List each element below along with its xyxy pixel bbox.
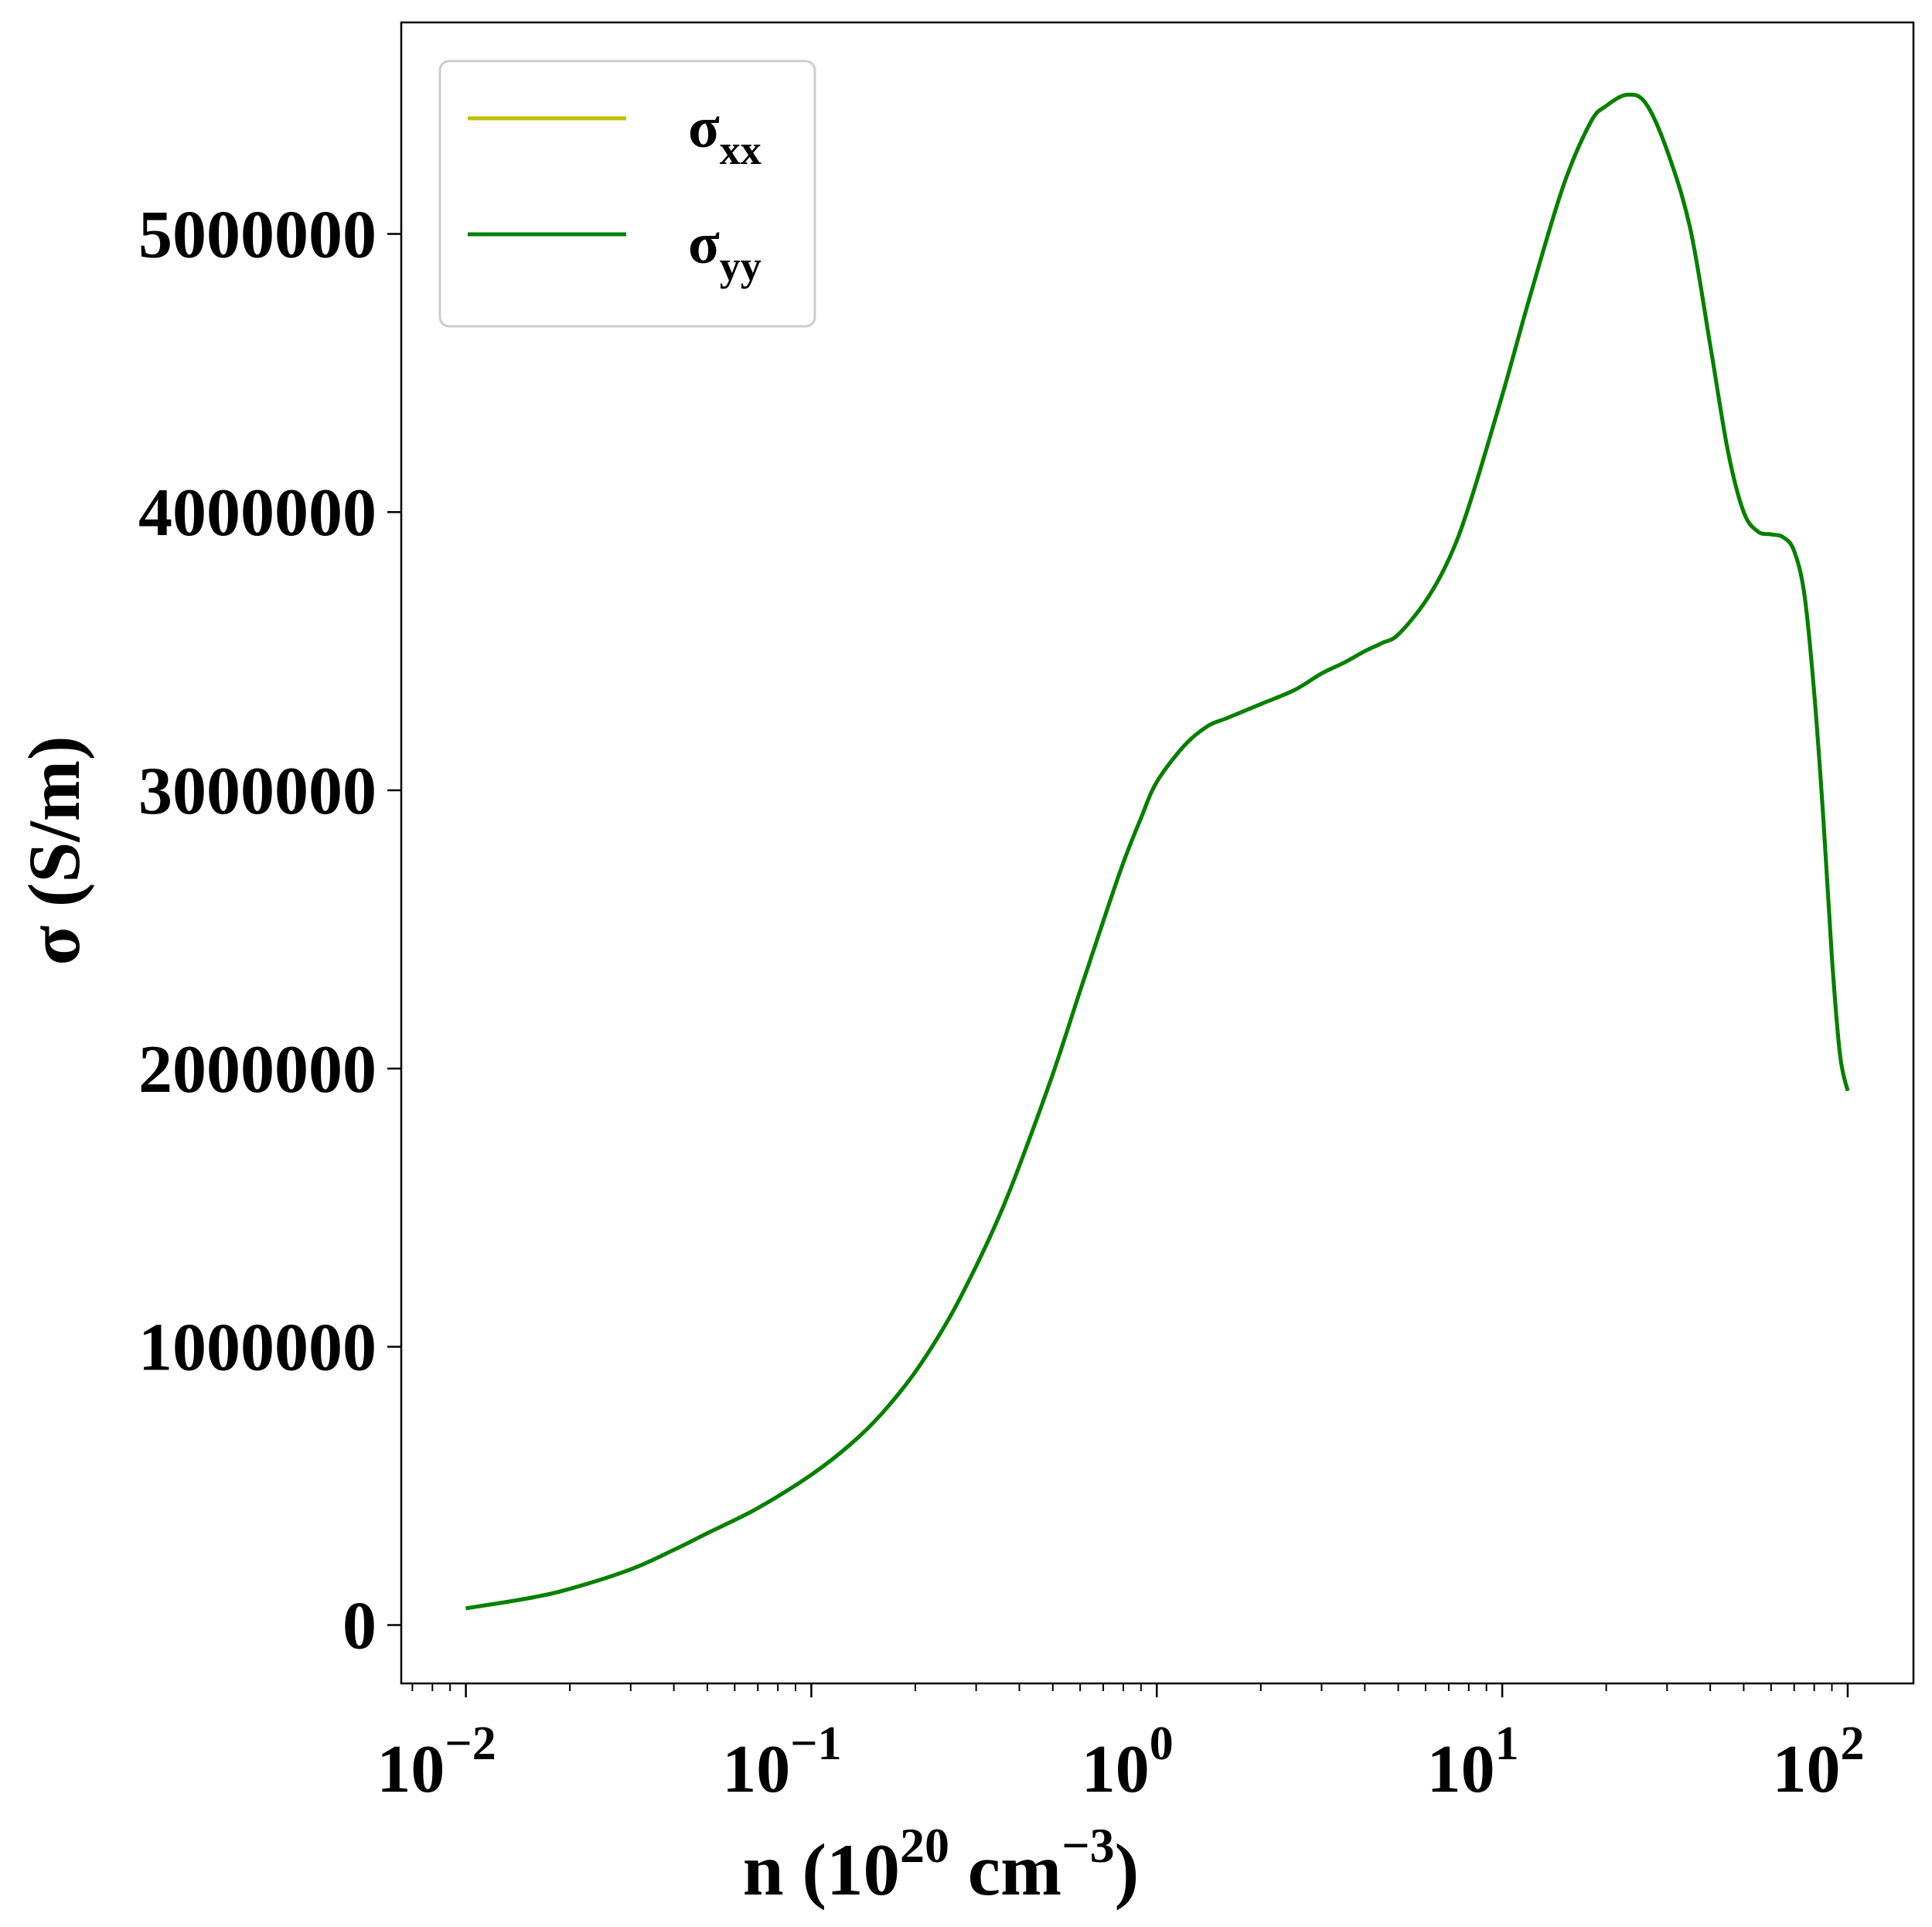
y-axis-label: σ (S/m) bbox=[13, 735, 95, 965]
x-tick-label: 101 bbox=[1427, 1717, 1519, 1807]
x-tick-label: 10−2 bbox=[377, 1717, 496, 1807]
legend-symbol-sigma-xx: σ bbox=[688, 96, 720, 160]
x-axis-label-base: n (10 bbox=[743, 1829, 900, 1911]
series-layer bbox=[465, 92, 1850, 1611]
tick-layer: 0 1000000 2000000 3000000 4000000 5000000 10−2… bbox=[138, 197, 1864, 1807]
x-axis-label-end: ) bbox=[1115, 1829, 1140, 1911]
series-line-yy bbox=[465, 92, 1850, 1611]
y-tick-label: 2000000 bbox=[138, 1032, 377, 1107]
x-tick-label: 102 bbox=[1772, 1717, 1864, 1807]
legend-subscript-sigma-xx: xx bbox=[720, 127, 762, 173]
y-tick-label: 0 bbox=[342, 1588, 377, 1663]
y-tick-label: 4000000 bbox=[138, 476, 377, 551]
legend-label-sigma-xx: σxx bbox=[688, 96, 762, 173]
y-tick-label: 5000000 bbox=[138, 197, 377, 272]
legend: σxx σyy bbox=[438, 60, 816, 328]
plot-frame bbox=[400, 21, 1915, 1685]
legend-symbol-sigma-yy: σ bbox=[688, 212, 720, 276]
x-axis-label-mid: cm bbox=[949, 1829, 1061, 1911]
x-tick-label: 100 bbox=[1082, 1717, 1174, 1807]
y-tick-label: 3000000 bbox=[138, 754, 377, 829]
legend-subscript-sigma-yy: yy bbox=[720, 243, 762, 289]
legend-box bbox=[438, 60, 816, 328]
x-axis-label-exp2: −3 bbox=[1061, 1818, 1114, 1873]
x-tick-label: 10−1 bbox=[722, 1717, 841, 1807]
x-axis-label-exp1: 20 bbox=[900, 1818, 949, 1873]
x-axis-label: n (1020 cm−3) bbox=[743, 1818, 1139, 1911]
legend-label-sigma-yy: σyy bbox=[688, 212, 762, 289]
y-tick-label: 1000000 bbox=[138, 1311, 377, 1386]
